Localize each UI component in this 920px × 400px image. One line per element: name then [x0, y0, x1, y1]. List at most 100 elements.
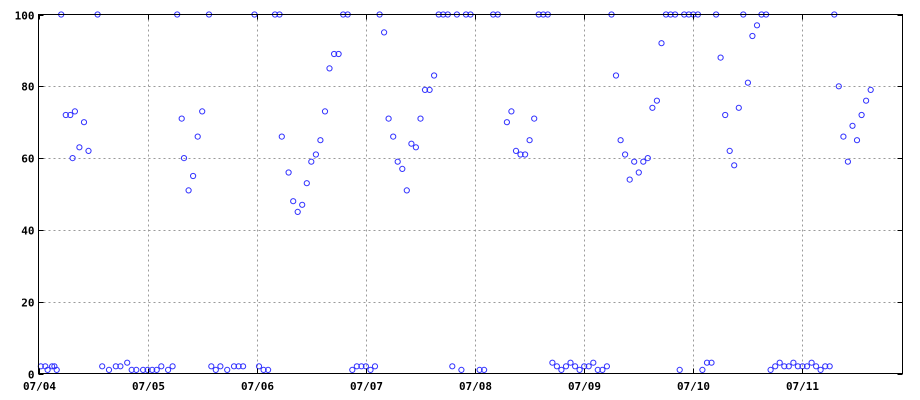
data-point: [353, 363, 360, 370]
data-point: [349, 366, 356, 373]
data-point: [417, 115, 424, 122]
data-point: [572, 363, 579, 370]
data-point: [128, 366, 135, 373]
data-point: [153, 366, 160, 373]
data-point: [585, 363, 592, 370]
data-point: [612, 72, 620, 79]
data-point: [781, 363, 788, 370]
data-point: [199, 108, 206, 115]
x-tick-label: 07/11: [786, 380, 819, 393]
data-point: [255, 363, 263, 370]
x-tick-label: 07/09: [568, 380, 601, 393]
data-point: [844, 158, 852, 165]
data-point: [105, 366, 113, 373]
data-point: [753, 22, 761, 29]
data-point: [67, 111, 74, 119]
data-point: [562, 363, 570, 370]
data-point: [813, 363, 820, 370]
data-point: [635, 169, 642, 176]
data-point: [335, 50, 342, 58]
data-point: [526, 137, 533, 144]
data-point: [331, 50, 338, 58]
data-point: [653, 97, 661, 104]
data-point: [790, 359, 797, 366]
data-point: [626, 176, 633, 183]
data-point: [367, 366, 374, 373]
data-point: [217, 363, 224, 370]
data-point: [817, 366, 824, 373]
data-point: [785, 363, 792, 370]
data-point: [776, 359, 783, 366]
data-point: [858, 111, 865, 119]
data-point: [385, 115, 392, 122]
data-point: [317, 137, 324, 144]
data-point: [124, 359, 131, 366]
data-point: [449, 363, 456, 370]
data-point: [169, 363, 176, 370]
data-point: [631, 158, 638, 165]
data-point: [112, 363, 119, 370]
data-point: [658, 40, 665, 47]
data-point: [278, 133, 285, 140]
data-point: [190, 172, 197, 180]
data-point: [840, 133, 847, 140]
data-point: [558, 366, 565, 373]
data-point: [224, 366, 231, 373]
data-points: [37, 11, 874, 373]
data-point: [421, 86, 429, 94]
data-point: [412, 144, 419, 151]
data-point: [265, 366, 272, 373]
data-point: [99, 363, 106, 370]
data-point: [649, 104, 656, 111]
data-point: [531, 115, 538, 122]
data-point: [803, 363, 811, 370]
data-point: [553, 363, 561, 370]
data-point: [294, 208, 301, 215]
data-point: [44, 366, 51, 373]
data-point: [867, 86, 874, 94]
data-point: [85, 147, 92, 154]
data-point: [230, 363, 238, 370]
data-point: [849, 122, 856, 129]
data-point: [71, 108, 79, 115]
y-tick-label: 60: [21, 153, 34, 166]
data-point: [567, 359, 574, 366]
data-point: [180, 155, 188, 162]
x-tick-label: 07/08: [459, 380, 492, 393]
data-point: [358, 363, 365, 370]
data-point: [381, 29, 388, 36]
data-point: [290, 198, 297, 205]
data-point: [299, 201, 306, 208]
y-tick-label: 40: [21, 225, 34, 238]
x-tick-label: 07/04: [23, 380, 56, 393]
data-point: [308, 158, 315, 165]
data-point: [403, 187, 410, 194]
x-tick-label: 07/10: [677, 380, 710, 393]
data-point: [208, 363, 215, 370]
data-point: [53, 366, 60, 373]
data-point: [260, 366, 267, 373]
data-point: [603, 363, 611, 370]
data-point: [549, 359, 556, 366]
data-point: [390, 133, 397, 140]
y-axis: 0 20 40 60 80 100: [15, 10, 903, 382]
data-point: [481, 366, 488, 373]
data-point: [303, 180, 310, 187]
data-point: [599, 366, 606, 373]
data-point: [726, 147, 733, 154]
data-point: [326, 65, 333, 72]
data-point: [822, 363, 829, 370]
data-point: [285, 169, 292, 176]
data-point: [508, 108, 515, 115]
y-tick-label: 0: [28, 369, 35, 382]
data-point: [458, 366, 465, 373]
data-point: [590, 359, 597, 366]
data-point: [617, 137, 624, 144]
data-point: [853, 137, 861, 144]
data-point: [62, 111, 69, 119]
y-tick-label: 100: [15, 10, 35, 23]
x-tick-label: 07/07: [350, 380, 383, 393]
data-point: [835, 83, 842, 90]
data-point: [212, 366, 219, 373]
